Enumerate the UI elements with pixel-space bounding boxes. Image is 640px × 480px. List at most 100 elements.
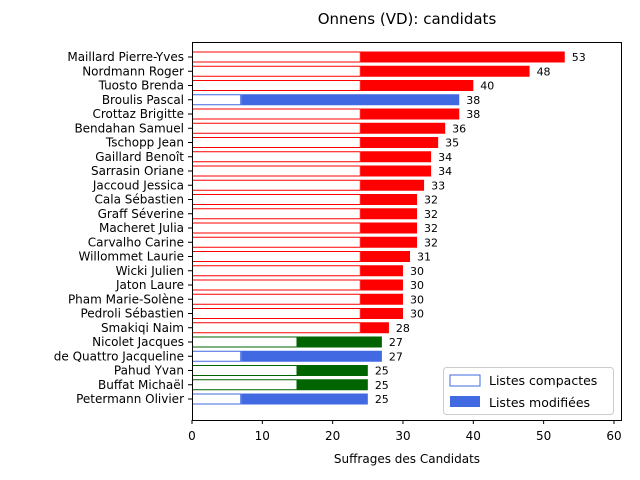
y-tick-label: Wicki Julien [116,264,184,278]
bar-modified [360,293,403,305]
y-tick-label: Smakiqi Naim [101,321,184,335]
bar-compact [192,80,361,91]
bar-modified [360,194,418,205]
y-tick-label: Bendahan Samuel [74,121,184,135]
bar-compact [192,265,361,277]
bar-compact [192,165,361,177]
x-tick-label: 40 [466,429,481,443]
value-label: 33 [431,179,445,192]
bar-compact [192,322,361,334]
y-tick-label: Willommet Laurie [78,250,184,264]
y-tick-label: Crottaz Brigitte [92,107,184,121]
bar-compact [192,293,361,305]
bar-modified [297,379,368,391]
y-tick-label: de Quattro Jacqueline [54,349,184,363]
bar-modified [360,137,439,148]
x-axis: 0 10 20 30 40 50 60 [188,420,622,443]
bar-compact [192,51,361,63]
y-tick-label: Jaccoud Jessica [92,178,184,192]
bar-modified [360,108,460,120]
bar-compact [192,379,298,391]
value-label: 32 [424,236,438,249]
value-label: 34 [438,165,452,178]
bar-compact [192,208,361,220]
value-label: 34 [438,151,452,164]
value-label: 25 [375,393,389,406]
value-label: 48 [537,65,551,78]
y-tick-label: Pahud Yvan [114,364,184,378]
bar-modified [241,94,460,106]
bar-modified [360,308,403,319]
y-tick-label: Gaillard Benoît [95,150,184,164]
y-tick-label: Tuosto Brenda [98,79,184,93]
legend-label-compact: Listes compactes [489,373,597,388]
x-tick-label: 10 [255,429,270,443]
bar-compact [192,194,361,205]
bar-modified [360,51,565,63]
value-label: 53 [572,51,586,64]
y-tick-label: Pedroli Sébastien [80,307,184,321]
bar-modified [241,393,368,405]
y-tick-label: Petermann Olivier [76,392,184,406]
bar-modified [360,322,389,334]
legend-swatch-compact [449,374,481,387]
value-label: 27 [389,336,403,349]
x-tick-label: 20 [325,429,340,443]
bar-compact [192,137,361,148]
legend-frame [443,367,614,415]
bars-group [192,51,565,405]
bar-modified [360,122,446,134]
x-tick-label: 50 [536,429,551,443]
value-label: 30 [410,308,424,321]
x-tick-label: 60 [606,429,621,443]
chart-title: Onnens (VD): candidats [318,10,497,28]
value-label: 38 [466,94,480,107]
bar-modified [360,80,474,91]
bar-compact [192,393,242,405]
legend: Listes compactes Listes modifiées [443,367,614,415]
bar-compact [192,65,361,77]
bar-modified [360,251,411,262]
bar-modified [360,265,403,277]
y-tick-label: Cala Sébastien [95,193,184,207]
y-tick-label: Carvalho Carine [88,235,184,249]
y-tick-label: Graff Séverine [98,207,184,221]
value-label: 38 [466,108,480,121]
bar-compact [192,108,361,120]
y-tick-label: Macheret Julia [99,221,184,235]
bar-modified [360,165,432,177]
bar-modified [360,222,418,234]
bar-compact [192,251,361,262]
bar-compact [192,94,242,106]
value-label: 25 [375,379,389,392]
bar-modified [360,151,432,163]
x-tick-label: 30 [395,429,410,443]
plot-frame [192,42,622,421]
bar-modified [360,208,418,220]
legend-label-modified: Listes modifiées [489,395,590,410]
bar-modified [297,336,382,348]
bar-modified [360,236,418,248]
bar-compact [192,336,298,348]
value-label: 36 [452,122,466,135]
bar-compact [192,365,298,376]
bar-compact [192,179,361,191]
y-tick-label: Tschopp Jean [105,136,184,150]
value-label: 27 [389,350,403,363]
y-tick-label: Buffat Michaël [98,378,184,392]
bar-modified [360,279,403,291]
value-label: 25 [375,365,389,378]
bar-compact [192,151,361,163]
bar-compact [192,222,361,234]
value-label: 35 [445,137,459,150]
value-label: 30 [410,279,424,292]
value-label: 40 [480,80,494,93]
y-tick-label: Maillard Pierre-Yves [67,50,184,64]
legend-swatch-modified [450,396,480,407]
value-label: 30 [410,293,424,306]
y-tick-label: Nordmann Roger [82,64,184,78]
y-tick-label: Sarrasin Oriane [91,164,184,178]
